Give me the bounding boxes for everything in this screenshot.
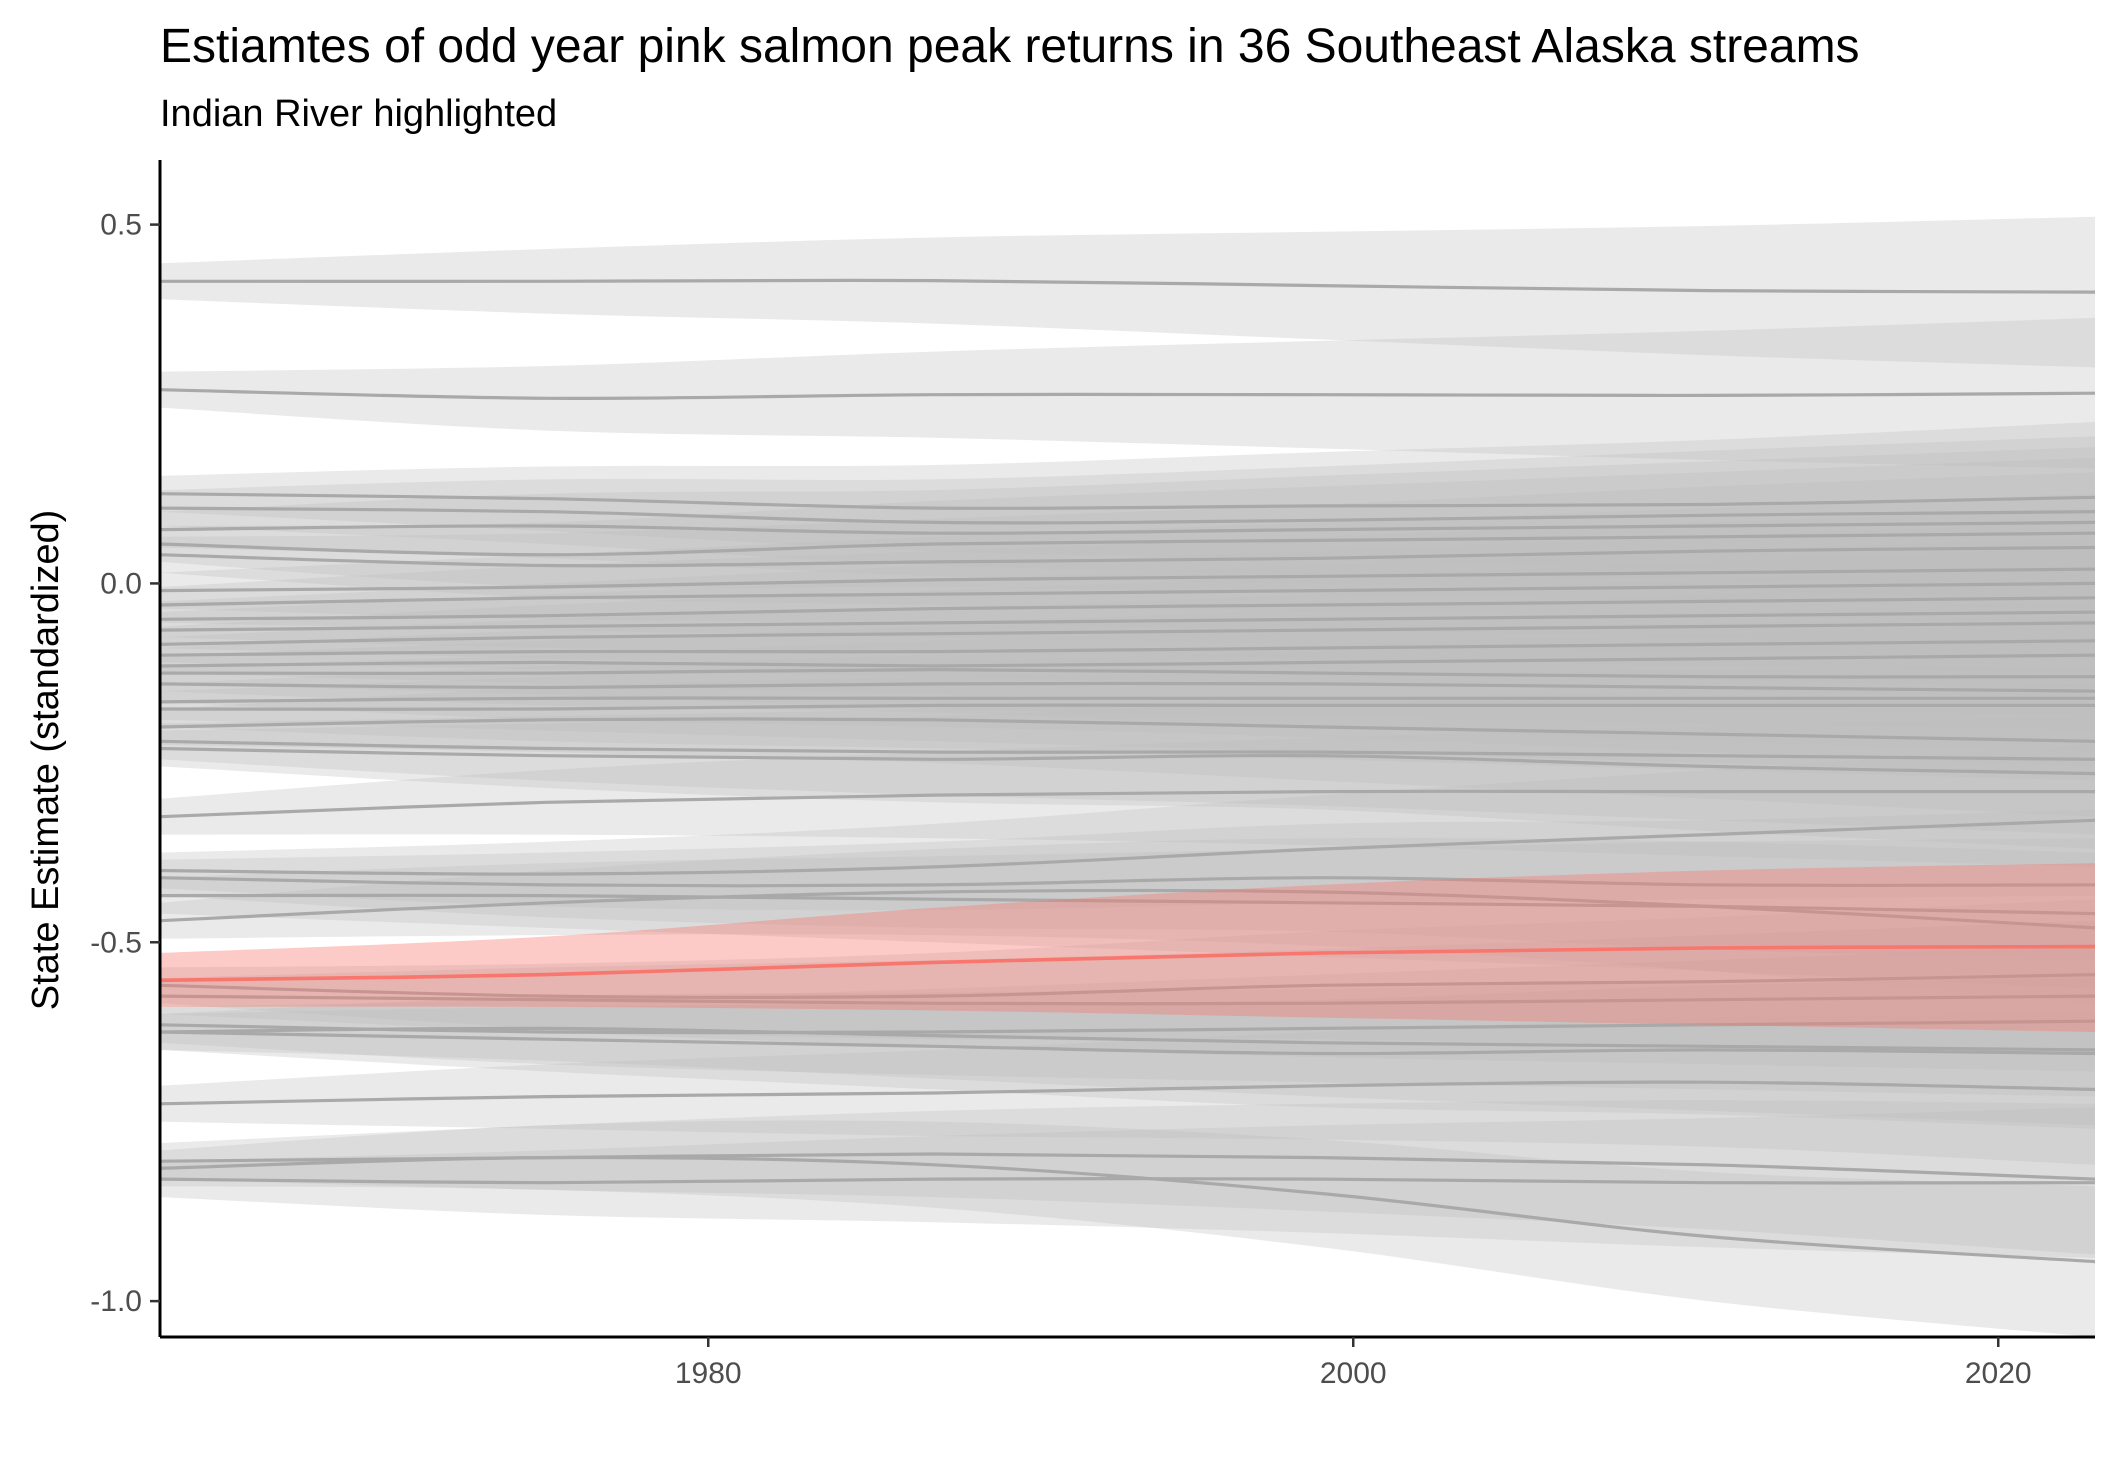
series-line-14 <box>160 653 2095 668</box>
series-line-18 <box>160 703 2095 711</box>
series-band-15 <box>160 601 2095 753</box>
series-band-26 <box>160 837 2095 1004</box>
series-band-25 <box>160 838 2095 989</box>
series-line-5 <box>160 520 2095 535</box>
highlight-series <box>160 863 2095 1032</box>
series-line-32 <box>160 1080 2095 1106</box>
series-line-13 <box>160 639 2095 657</box>
highlight-band <box>160 863 2095 1032</box>
series-line-9 <box>160 581 2095 607</box>
highlight-line <box>160 944 2095 983</box>
series-band-35 <box>160 1107 2095 1259</box>
series-line-22 <box>160 789 2095 819</box>
x-tick-label: 2020 <box>1965 1357 2032 1390</box>
y-tick-label: -0.5 <box>90 926 142 959</box>
series-band-27 <box>160 899 2095 1050</box>
series-line-28 <box>160 994 2095 1006</box>
axes: -1.0 -0.5 0.0 0.5 1980 2000 2020 <box>90 160 2095 1390</box>
series-lines <box>160 278 2095 1264</box>
series-line-3 <box>160 492 2095 510</box>
series-band-21 <box>160 698 2095 849</box>
series-line-2 <box>160 388 2095 401</box>
series-line-30 <box>160 1026 2095 1052</box>
y-tick-label: -1.0 <box>90 1285 142 1318</box>
series-band-24 <box>160 809 2095 961</box>
series-line-7 <box>160 545 2095 568</box>
x-tick-label: 2000 <box>1320 1357 1387 1390</box>
series-line-23 <box>160 818 2095 876</box>
series-band-9 <box>160 508 2095 659</box>
series-line-12 <box>160 621 2095 646</box>
series-line-25 <box>160 893 2095 916</box>
series-line-24 <box>160 876 2095 888</box>
series-line-27 <box>160 973 2095 1000</box>
series-line-11 <box>160 610 2095 632</box>
chart-title: Estiamtes of odd year pink salmon peak r… <box>160 20 1860 73</box>
series-band-19 <box>160 666 2095 817</box>
chart-subtitle: Indian River highlighted <box>160 93 557 135</box>
series-line-26 <box>160 888 2095 930</box>
series-line-1 <box>160 278 2095 294</box>
series-line-6 <box>160 531 2095 557</box>
series-band-23 <box>160 744 2095 911</box>
series-line-4 <box>160 506 2095 525</box>
series-band-16 <box>160 615 2095 767</box>
series-line-8 <box>160 567 2095 593</box>
series-line-21 <box>160 746 2095 776</box>
y-tick-label: 0.0 <box>100 567 142 600</box>
series-band-3 <box>160 422 2095 573</box>
series-band-31 <box>160 978 2095 1129</box>
series-line-10 <box>160 596 2095 621</box>
series-line-15 <box>160 667 2095 679</box>
series-line-17 <box>160 696 2095 704</box>
series-line-35 <box>160 1177 2095 1185</box>
series-line-19 <box>160 717 2095 743</box>
series-line-34 <box>160 1155 2095 1264</box>
y-axis-title: State Estimate (standardized) <box>25 510 67 1011</box>
series-band-4 <box>160 436 2095 587</box>
series-line-20 <box>160 739 2095 761</box>
y-tick-label: 0.5 <box>100 209 142 242</box>
series-line-31 <box>160 1030 2095 1056</box>
series-line-29 <box>160 1019 2095 1035</box>
series-band-34 <box>160 1120 2095 1337</box>
x-tick-label: 1980 <box>675 1357 742 1390</box>
series-band-1 <box>160 216 2095 368</box>
series-band-8 <box>160 493 2095 645</box>
series-band-20 <box>160 683 2095 835</box>
series-line-16 <box>160 681 2095 693</box>
